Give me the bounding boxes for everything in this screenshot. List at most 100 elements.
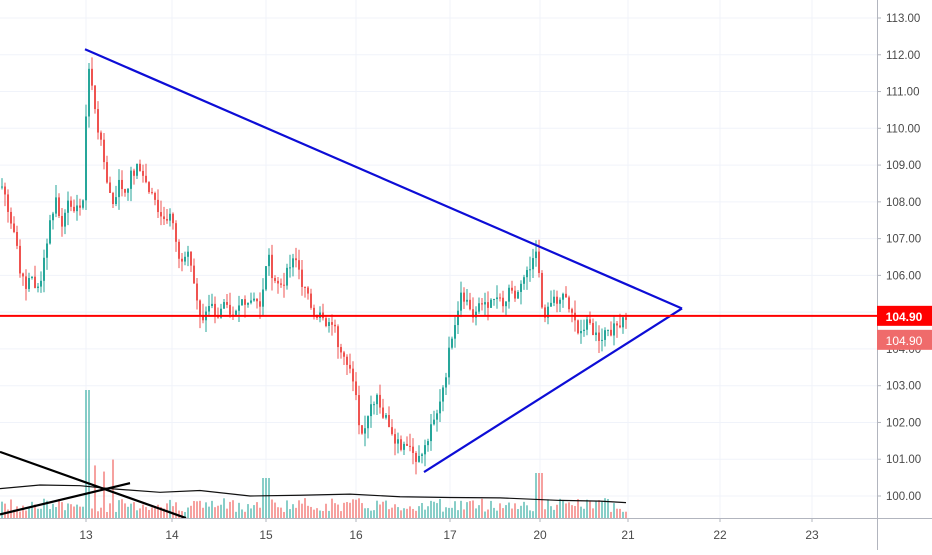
candle-body [94, 85, 96, 110]
candle-body [259, 301, 261, 307]
candle-body [370, 404, 372, 417]
candle-body [550, 302, 552, 307]
candle-body [187, 251, 189, 257]
candle-body [67, 200, 69, 213]
candle-body [583, 329, 585, 331]
candle-body [385, 415, 387, 418]
candle-body [43, 257, 45, 281]
trendlines [0, 48, 877, 520]
volume-bar [352, 499, 354, 518]
volume-bar [277, 507, 279, 518]
volume-bar [298, 500, 300, 518]
volume-bar [451, 507, 453, 518]
candle-body [16, 231, 18, 246]
volume-bar [217, 505, 219, 518]
candle-body [412, 446, 414, 453]
candle-body [157, 199, 159, 213]
volume-bar [274, 502, 276, 518]
volume-bar [103, 471, 105, 518]
volume-bar [262, 478, 264, 518]
candle-body [592, 322, 594, 335]
volume-bar [49, 509, 51, 518]
volume-bar [40, 508, 42, 518]
x-tick-label: 23 [805, 528, 819, 542]
volume-bar [304, 498, 306, 518]
candle-body [148, 182, 150, 193]
volume-bar [364, 508, 366, 518]
volume-bar [145, 507, 147, 518]
volume-bar [598, 500, 600, 518]
volume-bar [79, 506, 81, 518]
candle-body [19, 245, 21, 274]
volume-bar [190, 505, 192, 518]
volume-bar [271, 499, 273, 518]
volume-bar [259, 507, 261, 518]
volume-bar [499, 503, 501, 518]
volume-bar [118, 500, 120, 518]
volume-bar [229, 501, 231, 518]
candle-body [565, 293, 567, 298]
volume-bar [562, 500, 564, 518]
volume-bar [337, 504, 339, 518]
volume-bar [154, 507, 156, 518]
volume-bar [475, 508, 477, 518]
volume-bar [574, 505, 576, 518]
candle-body [502, 297, 504, 307]
candle-body [337, 326, 339, 348]
candle-body [427, 441, 429, 446]
volume-bar [565, 503, 567, 518]
volume-bar [625, 511, 627, 518]
last-price-label: 104.90 [886, 334, 923, 348]
candle-body [508, 287, 510, 302]
volume-bar [496, 510, 498, 518]
volume-bar [553, 509, 555, 518]
candle-body [295, 258, 297, 261]
volume-bar [493, 507, 495, 518]
volume-bar [313, 509, 315, 518]
volume-bar [454, 501, 456, 518]
volume-bar [448, 507, 450, 518]
volume-bar [331, 498, 333, 518]
trendline-lower [423, 307, 683, 474]
candle-body [523, 277, 525, 284]
candle-body [49, 220, 51, 244]
volume-bar [238, 502, 240, 518]
trendline-black-1 [0, 450, 187, 520]
volume-bar [442, 511, 444, 518]
volume-bar [610, 511, 612, 518]
volume-bar [67, 503, 69, 518]
volume-bar [403, 508, 405, 518]
volume-bar [316, 508, 318, 518]
candle-body [331, 322, 333, 325]
volume-bar [514, 503, 516, 518]
candle-body [73, 206, 75, 212]
candle-body [166, 219, 168, 221]
y-tick-label: 112.00 [886, 50, 920, 62]
candle-body [181, 258, 183, 262]
candle-body [334, 324, 336, 327]
candle-body [553, 296, 555, 303]
volume-bar [355, 499, 357, 518]
volume-bar [73, 506, 75, 518]
candle-body [280, 283, 282, 285]
volume-bar [70, 504, 72, 518]
volume-bar [478, 505, 480, 518]
y-tick-label: 103.00 [886, 381, 921, 393]
candle-body [568, 297, 570, 310]
candle-body [229, 304, 231, 315]
candle-body [439, 401, 441, 414]
candle-body [505, 301, 507, 307]
candle-body [142, 170, 144, 176]
candle-body [403, 443, 405, 450]
price-line-label: 104.90 [886, 310, 923, 324]
candle-body [514, 290, 516, 299]
volume-bar [385, 500, 387, 518]
volume-bars [1, 390, 627, 518]
candle-body [283, 284, 285, 286]
volume-bar [157, 504, 159, 518]
candle-body [544, 307, 546, 318]
candle-body [376, 394, 378, 405]
volume-bar [226, 508, 228, 518]
